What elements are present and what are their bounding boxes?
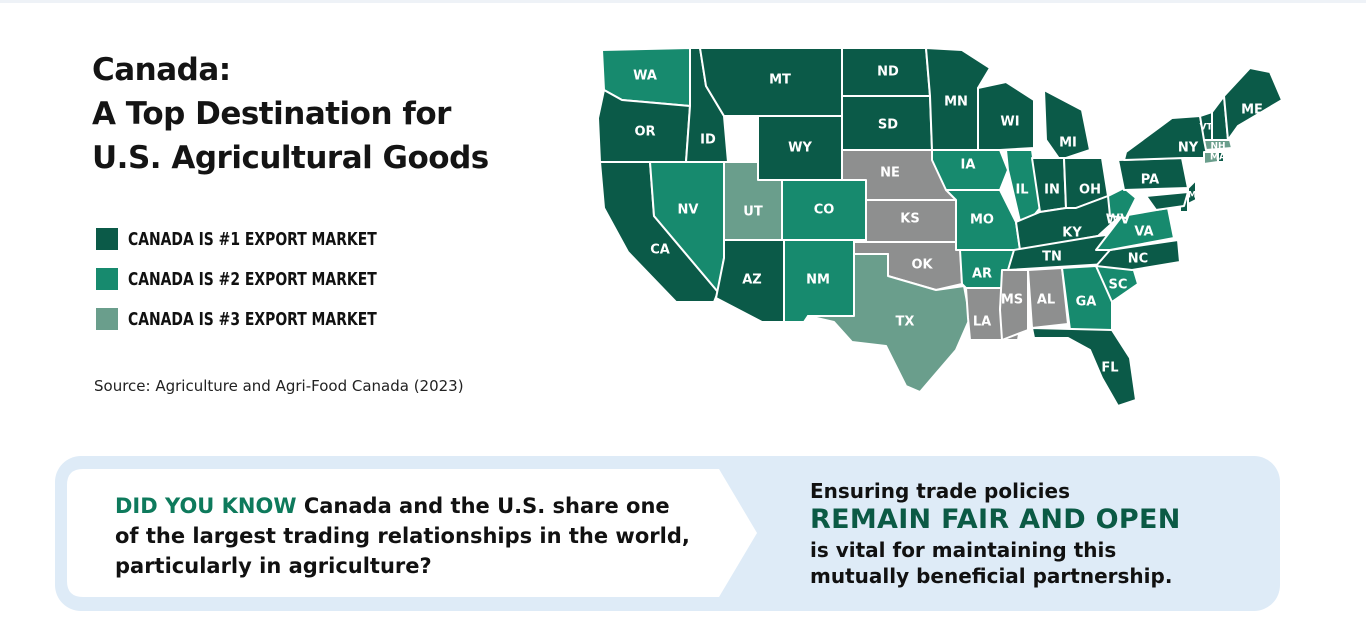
did-you-know-callout: DID YOU KNOW Canada and the U.S. share o… bbox=[67, 469, 827, 597]
state-label-md: MD bbox=[1188, 191, 1204, 201]
state-label-sc: SC bbox=[1109, 278, 1128, 293]
legend-swatch-rank3 bbox=[96, 308, 118, 330]
state-label-co: CO bbox=[814, 203, 835, 218]
state-label-vt: VT bbox=[1199, 123, 1213, 133]
state-fl bbox=[1031, 327, 1137, 407]
state-label-pa: PA bbox=[1141, 173, 1159, 188]
info-banner: DID YOU KNOW Canada and the U.S. share o… bbox=[55, 456, 1280, 611]
state-ri bbox=[1217, 151, 1225, 163]
state-label-la: LA bbox=[973, 315, 991, 330]
message-line-3: is vital for maintaining this bbox=[810, 538, 1117, 562]
state-label-ky: KY bbox=[1062, 226, 1082, 241]
state-label-in: IN bbox=[1044, 183, 1060, 198]
fair-open-message: Ensuring trade policies REMAIN FAIR AND … bbox=[810, 479, 1260, 589]
legend-swatch-rank2 bbox=[96, 268, 118, 290]
title-line-1: Canada: bbox=[92, 52, 231, 88]
state-label-al: AL bbox=[1037, 293, 1055, 308]
message-line-4: mutually beneficial partnership. bbox=[810, 564, 1173, 588]
state-label-ca: CA bbox=[650, 243, 670, 258]
state-label-tn: TN bbox=[1042, 250, 1062, 265]
top-divider bbox=[0, 0, 1366, 3]
state-tx bbox=[807, 253, 971, 393]
state-label-wy: WY bbox=[788, 141, 812, 156]
state-label-ny: NY bbox=[1178, 141, 1199, 156]
states-layer bbox=[597, 47, 1283, 407]
did-you-know-question: Canada and the U.S. share one of the lar… bbox=[115, 494, 690, 578]
state-wi bbox=[977, 81, 1035, 151]
state-label-ga: GA bbox=[1076, 295, 1097, 310]
state-label-nc: NC bbox=[1128, 252, 1148, 267]
state-label-nv: NV bbox=[678, 203, 699, 218]
callout-arrow-shape bbox=[67, 469, 757, 597]
state-label-ut: UT bbox=[743, 205, 763, 220]
state-label-wv: WV bbox=[1106, 213, 1130, 228]
state-label-nm: NM bbox=[806, 273, 830, 288]
state-label-ri: RI bbox=[1221, 178, 1231, 188]
state-label-fl: FL bbox=[1101, 361, 1118, 376]
message-line-1: Ensuring trade policies bbox=[810, 479, 1070, 503]
state-label-nd: ND bbox=[877, 65, 899, 80]
state-wv bbox=[1107, 187, 1137, 219]
legend-item-rank3: CANADA IS #3 EXPORT MARKET bbox=[96, 306, 436, 332]
did-you-know-highlight: DID YOU KNOW bbox=[115, 494, 297, 518]
state-nc bbox=[1095, 239, 1181, 271]
state-label-il: IL bbox=[1015, 183, 1028, 198]
state-label-az: AZ bbox=[742, 273, 762, 288]
us-map-svg: WA OR CA ID NV MT WY UT AZ CO NM ND SD NE KS OK TX MN IA MO… bbox=[597, 47, 1283, 407]
us-map: WA OR CA ID NV MT WY UT AZ CO NM ND SD NE KS OK TX MN IA MO… bbox=[590, 40, 1290, 412]
legend-label-rank3: CANADA IS #3 EXPORT MARKET bbox=[128, 309, 377, 330]
state-label-wi: WI bbox=[1000, 115, 1019, 130]
state-label-ia: IA bbox=[961, 158, 976, 173]
labels-layer: WA OR CA ID NV MT WY UT AZ CO NM ND SD NE KS OK TX MN IA MO… bbox=[633, 65, 1263, 376]
state-label-mt: MT bbox=[769, 73, 791, 88]
state-label-me: ME bbox=[1241, 103, 1263, 118]
state-mi bbox=[1043, 89, 1091, 161]
state-label-sd: SD bbox=[878, 118, 898, 133]
title-line-3: U.S. Agricultural Goods bbox=[92, 140, 489, 176]
legend-swatch-rank1 bbox=[96, 228, 118, 250]
state-al bbox=[1027, 267, 1069, 329]
page-title: Canada: A Top Destination for U.S. Agric… bbox=[92, 48, 562, 180]
state-label-va: VA bbox=[1134, 225, 1153, 240]
state-label-ms: MS bbox=[1001, 293, 1023, 308]
state-label-or: OR bbox=[634, 125, 655, 140]
legend-label-rank2: CANADA IS #2 EXPORT MARKET bbox=[128, 269, 377, 290]
title-line-2: A Top Destination for bbox=[92, 96, 451, 132]
state-label-ok: OK bbox=[911, 258, 933, 273]
state-label-wa: WA bbox=[633, 69, 657, 84]
state-label-ne: NE bbox=[880, 166, 900, 181]
state-ga bbox=[1061, 265, 1113, 331]
legend-item-rank1: CANADA IS #1 EXPORT MARKET bbox=[96, 226, 436, 252]
message-emphasis: REMAIN FAIR AND OPEN bbox=[810, 504, 1181, 535]
state-label-ks: KS bbox=[900, 212, 919, 227]
state-label-mn: MN bbox=[944, 95, 968, 110]
state-label-ar: AR bbox=[972, 267, 992, 282]
state-ma bbox=[1203, 139, 1233, 151]
state-label-oh: OH bbox=[1079, 183, 1101, 198]
did-you-know-text: DID YOU KNOW Canada and the U.S. share o… bbox=[115, 491, 695, 581]
state-label-ct: CT bbox=[1208, 165, 1222, 175]
state-ms bbox=[999, 269, 1029, 341]
state-label-id: ID bbox=[700, 133, 716, 148]
state-label-ma: MA bbox=[1210, 153, 1226, 163]
legend-item-rank2: CANADA IS #2 EXPORT MARKET bbox=[96, 266, 436, 292]
legend-label-rank1: CANADA IS #1 EXPORT MARKET bbox=[128, 229, 377, 250]
state-label-nh: NH bbox=[1210, 142, 1225, 152]
state-label-tx: TX bbox=[896, 315, 915, 330]
state-label-de: DE bbox=[1185, 216, 1199, 226]
state-label-mo: MO bbox=[970, 213, 994, 228]
state-label-nj: NJ bbox=[1195, 200, 1206, 210]
state-md bbox=[1145, 191, 1189, 211]
source-note: Source: Agriculture and Agri-Food Canada… bbox=[94, 377, 464, 395]
state-label-mi: MI bbox=[1059, 136, 1077, 151]
